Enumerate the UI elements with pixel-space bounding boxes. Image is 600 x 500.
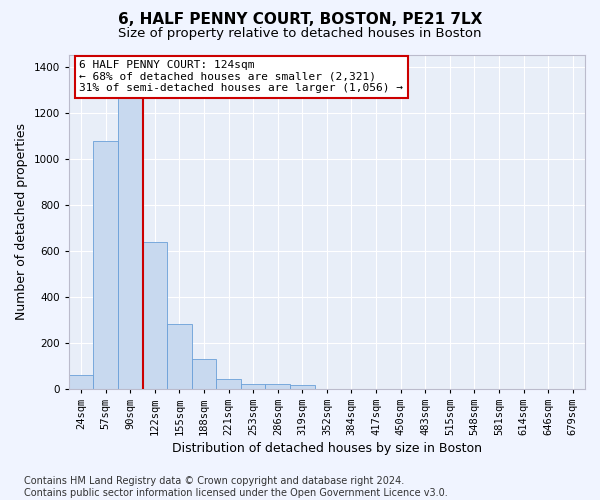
X-axis label: Distribution of detached houses by size in Boston: Distribution of detached houses by size … [172,442,482,455]
Bar [69,374,94,388]
Bar [143,242,167,388]
Bar [192,358,217,388]
Bar [265,384,290,388]
Bar [94,142,118,388]
Bar [118,87,143,388]
Text: Size of property relative to detached houses in Boston: Size of property relative to detached ho… [118,28,482,40]
Bar [217,380,241,388]
Bar [290,385,314,388]
Text: 6, HALF PENNY COURT, BOSTON, PE21 7LX: 6, HALF PENNY COURT, BOSTON, PE21 7LX [118,12,482,28]
Text: 6 HALF PENNY COURT: 124sqm
← 68% of detached houses are smaller (2,321)
31% of s: 6 HALF PENNY COURT: 124sqm ← 68% of deta… [79,60,403,93]
Bar [241,384,265,388]
Text: Contains HM Land Registry data © Crown copyright and database right 2024.
Contai: Contains HM Land Registry data © Crown c… [24,476,448,498]
Y-axis label: Number of detached properties: Number of detached properties [15,124,28,320]
Bar [167,324,192,388]
